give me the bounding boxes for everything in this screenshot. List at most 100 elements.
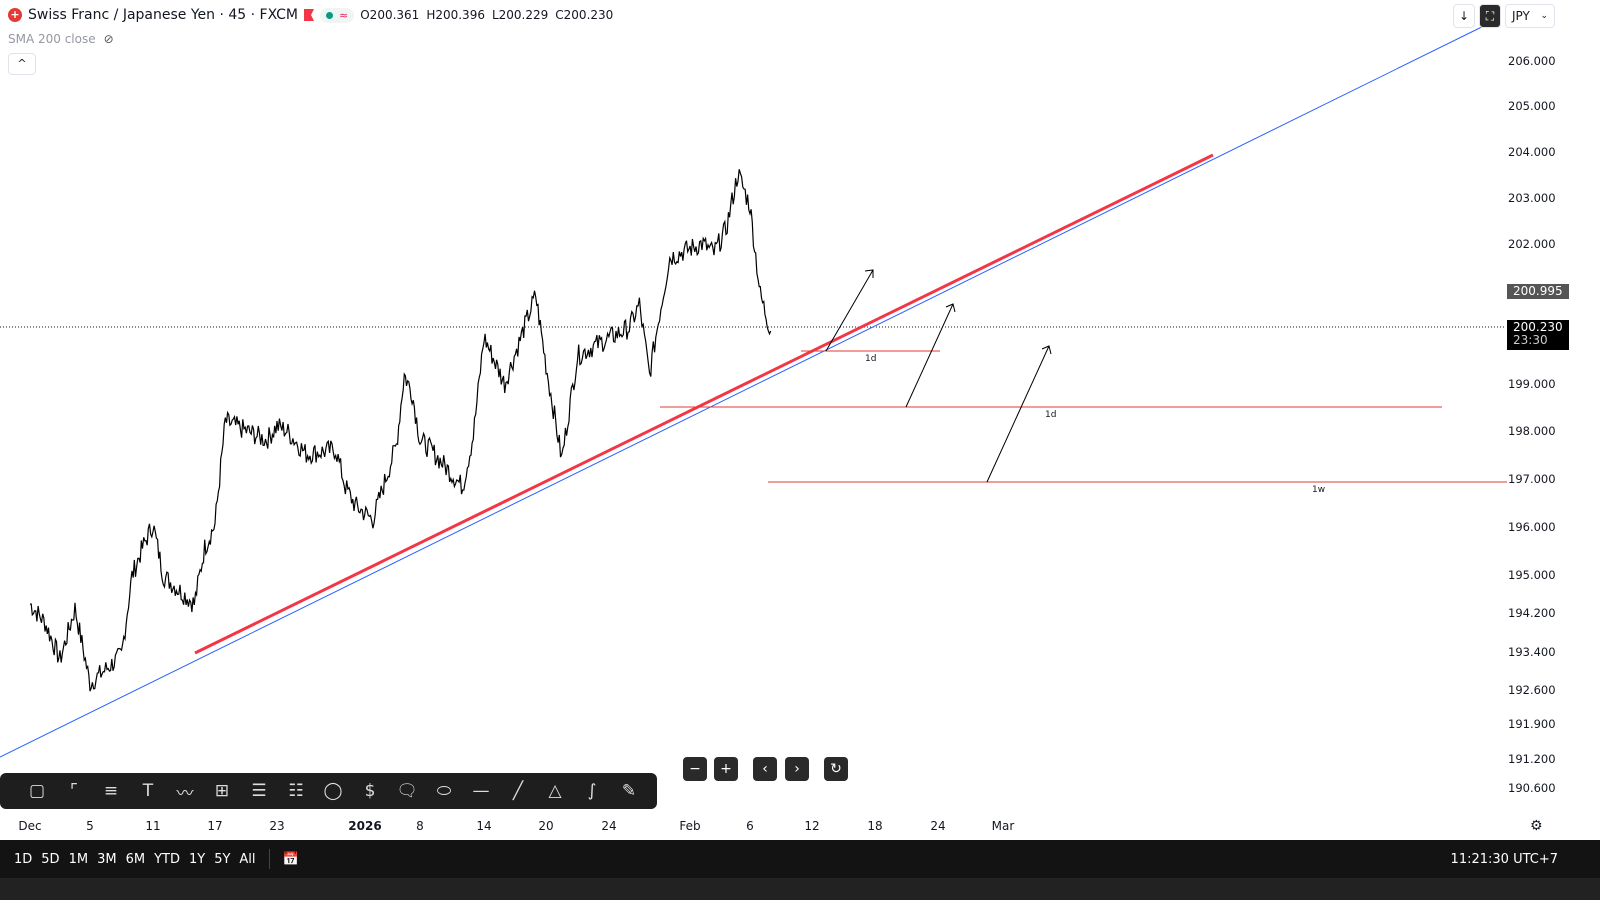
flag-tool-icon[interactable]: ⌜ — [70, 781, 78, 801]
flag-icon[interactable] — [304, 9, 315, 21]
curve-tool-icon[interactable]: ∫ — [587, 781, 597, 801]
price-tick-label: 197.000 — [1508, 472, 1556, 486]
data-delay-icon: ≈ — [339, 8, 349, 22]
high-value: H200.396 — [426, 8, 485, 22]
drawing-label: 1d — [1045, 410, 1057, 420]
last-price: 200.230 — [1513, 320, 1563, 334]
time-tick-label: Mar — [991, 819, 1015, 833]
time-tick-label: 17 — [207, 819, 223, 833]
range-1m[interactable]: 1M — [68, 851, 89, 867]
time-tick-label: 24 — [930, 819, 946, 833]
time-tick-label: 24 — [601, 819, 617, 833]
horizontal-ray-tool-icon[interactable]: — — [472, 781, 490, 801]
range-3m[interactable]: 3M — [97, 851, 117, 867]
price-chart[interactable] — [0, 0, 1600, 840]
arrow-1[interactable] — [825, 269, 874, 352]
price-tick-label: 199.000 — [1508, 377, 1556, 391]
clock[interactable]: 11:21:30 UTC+7 — [1450, 852, 1558, 867]
long-position-tool-icon[interactable]: ⊞ — [214, 781, 230, 801]
indicator-name[interactable]: SMA 200 close — [8, 32, 96, 46]
price-tick-label: 205.000 — [1508, 99, 1556, 113]
indicator-legend: SMA 200 close ⊘ — [8, 32, 114, 46]
time-tick-label: 12 — [804, 819, 820, 833]
collapse-legend-button[interactable]: ^ — [8, 53, 36, 75]
settings-gear-icon[interactable]: ⚙ — [1530, 818, 1543, 834]
trendline-tool-icon[interactable]: ╱ — [512, 781, 524, 801]
trendline-blue[interactable] — [0, 17, 1501, 758]
reset-chart-button[interactable]: ↻ — [824, 757, 848, 781]
price-series — [29, 169, 772, 692]
time-tick-label: 23 — [269, 819, 285, 833]
rectangle-tool-icon[interactable]: ▢ — [28, 781, 46, 801]
eye-hidden-icon[interactable]: ⊘ — [103, 32, 114, 46]
path-tool-icon[interactable]: 〰 — [176, 783, 194, 804]
time-tick-label: 8 — [416, 819, 424, 833]
scroll-back-button[interactable]: ‹ — [753, 757, 777, 781]
price-tick-label: 190.600 — [1508, 781, 1556, 795]
top-right-controls: ↓ ⛶ JPY ⌄ — [1453, 4, 1555, 28]
price-tick-label: 196.000 — [1508, 520, 1556, 534]
range-6m[interactable]: 6M — [125, 851, 146, 867]
price-tick-label: 193.400 — [1508, 645, 1556, 659]
drawing-toolbar: ▢ ⌜ ≡ T 〰 ⊞ ☰ ☷ ◯ $ 🗨 ⬭ — ╱ △ ∫ ✎ — [0, 773, 657, 809]
parallel-channel-tool-icon[interactable]: ☰ — [251, 781, 267, 801]
bottom-toolbar: 1D 5D 1M 3M 6M YTD 1Y 5Y All 📅 — [0, 840, 1600, 878]
go-to-date-icon[interactable]: 📅 — [282, 851, 299, 867]
time-tick-label: 14 — [476, 819, 492, 833]
currency-select[interactable]: JPY ⌄ — [1505, 4, 1555, 28]
regression-tool-icon[interactable]: ☷ — [288, 781, 304, 801]
time-tick-label: 5 — [86, 819, 94, 833]
shape-tool-icon[interactable]: ◯ — [323, 781, 343, 801]
price-label-tool-icon[interactable]: $ — [364, 781, 376, 801]
price-tick-label: 191.900 — [1508, 717, 1556, 731]
brush-tool-icon[interactable]: ✎ — [621, 781, 637, 801]
range-5y[interactable]: 5Y — [214, 851, 231, 867]
bottom-panel — [0, 878, 1600, 900]
ohlc-values: O200.361 H200.396 L200.229 C200.230 — [360, 8, 613, 22]
price-tick-label: 195.000 — [1508, 568, 1556, 582]
last-price-tag: 200.230 23:30 — [1507, 320, 1569, 350]
fullscreen-icon[interactable]: ⛶ — [1479, 4, 1501, 28]
open-value: O200.361 — [360, 8, 420, 22]
range-1d[interactable]: 1D — [14, 851, 33, 867]
scroll-forward-button[interactable]: › — [785, 757, 809, 781]
low-value: L200.229 — [491, 8, 549, 22]
ellipse-tool-icon[interactable]: ⬭ — [436, 781, 452, 801]
symbol-title[interactable]: Swiss Franc / Japanese Yen · 45 · FXCM — [28, 7, 299, 23]
time-tick-label: 2026 — [348, 819, 382, 833]
text-tool-icon[interactable]: T — [142, 781, 154, 801]
time-tick-label: 6 — [746, 819, 754, 833]
fib-tool-icon[interactable]: ≡ — [103, 781, 119, 801]
range-1y[interactable]: 1Y — [188, 851, 206, 867]
market-open-icon — [326, 11, 334, 19]
bar-countdown: 23:30 — [1513, 333, 1548, 347]
range-5d[interactable]: 5D — [41, 851, 60, 867]
time-tick-label: Feb — [679, 819, 701, 833]
price-tick-label: 203.000 — [1508, 191, 1556, 205]
arrow-2[interactable] — [905, 303, 956, 408]
price-tick-label: 194.200 — [1508, 606, 1556, 620]
drawing-label: 1d — [865, 354, 877, 364]
range-ytd[interactable]: YTD — [154, 851, 180, 867]
range-all[interactable]: All — [239, 851, 256, 867]
callout-tool-icon[interactable]: 🗨 — [396, 781, 418, 801]
trendline-red[interactable] — [194, 153, 1214, 655]
time-tick-label: 20 — [538, 819, 554, 833]
price-tick-label: 191.200 — [1508, 752, 1556, 766]
drawing-label: 1w — [1312, 485, 1326, 495]
price-tick-label: 192.600 — [1508, 683, 1556, 697]
symbol-logo-icon: + — [8, 8, 22, 22]
zoom-in-button[interactable]: + — [714, 757, 738, 781]
scroll-down-button[interactable]: ↓ — [1453, 4, 1475, 28]
time-tick-label: 18 — [867, 819, 883, 833]
close-value: C200.230 — [555, 8, 614, 22]
zoom-out-button[interactable]: − — [683, 757, 707, 781]
triangle-tool-icon[interactable]: △ — [548, 781, 562, 801]
price-tick-label: 204.000 — [1508, 145, 1556, 159]
arrow-3[interactable] — [986, 345, 1052, 483]
time-tick-label: 11 — [145, 819, 161, 833]
market-status[interactable]: ≈ — [320, 7, 355, 23]
symbol-legend: + Swiss Franc / Japanese Yen · 45 · FXCM… — [8, 7, 613, 23]
chevron-down-icon: ⌄ — [1540, 11, 1548, 21]
divider — [268, 849, 270, 869]
